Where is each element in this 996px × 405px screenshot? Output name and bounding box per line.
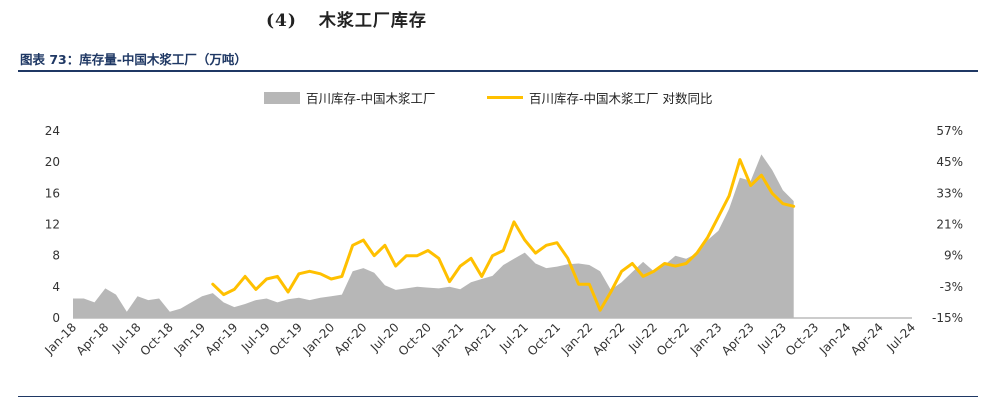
x-tick-label: Oct-23 [783, 320, 821, 358]
inventory-area [73, 154, 794, 318]
footer-divider [18, 396, 978, 397]
legend-item-inventory: 百川库存-中国木浆工厂 [264, 88, 436, 107]
x-tick-label: Jan-24 [816, 320, 854, 358]
x-tick-label: Apr-22 [590, 320, 628, 358]
y-left-tick-label: 0 [52, 311, 60, 325]
x-tick-label: Apr-20 [332, 320, 370, 358]
y-left-tick-label: 24 [45, 124, 60, 138]
x-tick-label: Jan-18 [42, 320, 80, 358]
x-tick-label: Jan-22 [558, 320, 596, 358]
x-tick-label: Jan-21 [429, 320, 467, 358]
x-tick-label: Jan-20 [300, 320, 338, 358]
y-right-tick-label: 57% [936, 124, 963, 138]
y-right-tick-label: -3% [940, 280, 963, 294]
x-tick-label: Jan-19 [171, 320, 209, 358]
y-right-tick-label: 21% [936, 218, 963, 232]
legend-swatch-area [264, 91, 300, 104]
x-tick-label: Apr-19 [203, 320, 241, 358]
figure-title: 图表 73：库存量-中国木浆工厂（万吨） [20, 52, 247, 67]
y-right-tick-label: 9% [944, 249, 963, 263]
y-right-tick-label: 45% [936, 155, 963, 169]
y-left-tick-label: 16 [45, 186, 60, 200]
section-number: (4) [266, 11, 297, 31]
x-tick-label: Apr-24 [848, 320, 886, 358]
x-tick-label: Oct-20 [396, 320, 434, 358]
chart-legend: 百川库存-中国木浆工厂 百川库存-中国木浆工厂 对数同比 [0, 88, 996, 108]
x-tick-label: Apr-23 [719, 320, 757, 358]
x-tick-label: Apr-18 [73, 320, 111, 358]
title-divider [18, 70, 978, 72]
section-title: 木浆工厂库存 [318, 11, 427, 31]
y-left-tick-label: 20 [45, 155, 60, 169]
y-left-tick-label: 8 [52, 249, 60, 263]
section-heading: (4) 木浆工厂库存 [266, 6, 427, 31]
x-tick-label: Apr-21 [461, 320, 499, 358]
x-tick-label: Oct-22 [654, 320, 692, 358]
y-left-tick-label: 12 [45, 218, 60, 232]
y-right-tick-label: -15% [932, 311, 963, 325]
x-tick-label: Oct-18 [137, 320, 175, 358]
legend-label-yoy: 百川库存-中国木浆工厂 对数同比 [529, 91, 713, 106]
y-right-tick-label: 33% [936, 186, 963, 200]
legend-label-inventory: 百川库存-中国木浆工厂 [306, 91, 436, 106]
legend-swatch-line [487, 96, 523, 99]
x-tick-label: Jan-23 [687, 320, 725, 358]
x-tick-label: Jul-24 [883, 320, 918, 355]
x-tick-label: Oct-19 [267, 320, 305, 358]
legend-item-yoy: 百川库存-中国木浆工厂 对数同比 [487, 88, 713, 107]
yoy-line [211, 158, 796, 312]
y-left-tick-label: 4 [52, 280, 60, 294]
x-tick-label: Oct-21 [525, 320, 563, 358]
